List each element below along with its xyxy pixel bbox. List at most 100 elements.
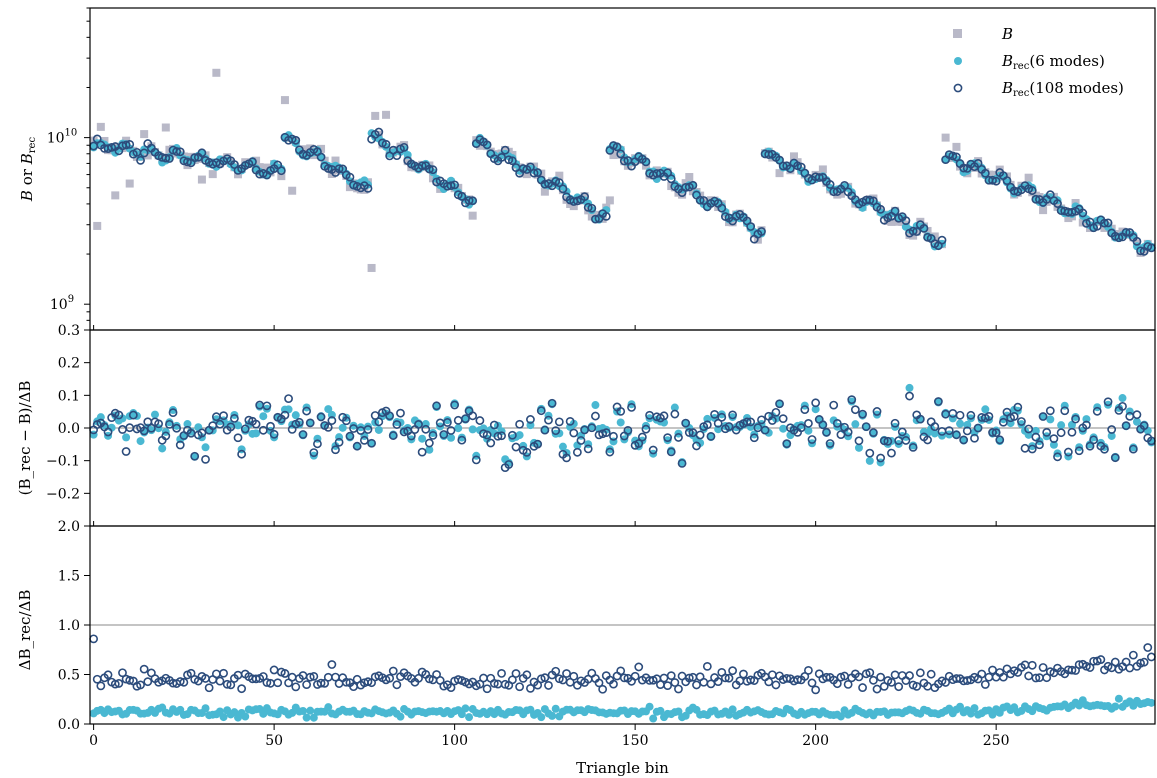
- ratio-rec108-point: [962, 676, 972, 685]
- rec108-point: [190, 153, 200, 163]
- ratio-rec108-markers: [89, 634, 1156, 695]
- rec108-point: [688, 180, 698, 190]
- legend: B Brec(6 modes) Brec(108 modes): [953, 25, 1124, 99]
- residual-rec108-point: [1035, 440, 1044, 450]
- B-point: [400, 141, 409, 150]
- ratio-rec108-point: [479, 673, 488, 683]
- residual-rec108-point: [674, 433, 683, 442]
- residual-rec108-point: [746, 417, 756, 427]
- residual-rec108-point: [258, 425, 268, 435]
- residual-rec108-point: [1013, 402, 1023, 412]
- rec108-point: [197, 148, 207, 158]
- residual-rec108-point: [782, 439, 792, 449]
- residual-rec108-point: [865, 448, 875, 458]
- B-point: [277, 172, 286, 181]
- residual-rec108-point: [522, 447, 532, 457]
- residual-rec108-point: [414, 420, 423, 429]
- residual-rec108-point: [883, 436, 893, 446]
- ratio-rec108-point: [323, 672, 333, 682]
- ratio-rec108-point: [89, 634, 99, 644]
- residual-rec6-point: [443, 416, 452, 425]
- rec108-point: [890, 206, 900, 216]
- residual-rec108-point: [955, 410, 965, 420]
- residual-rec108-point: [641, 424, 651, 434]
- residual-rec108-point: [424, 438, 434, 448]
- ratio-rec6-point: [201, 704, 210, 713]
- residual-rec108-point: [385, 411, 395, 421]
- ratio-rec108-point: [540, 673, 550, 683]
- residual-rec6-point: [201, 443, 210, 452]
- y-tick-label: −0.2: [46, 486, 80, 502]
- ratio-rec108-point: [280, 669, 290, 678]
- B-point: [605, 196, 614, 205]
- residual-rec6-point: [1039, 412, 1048, 421]
- ratio-rec108-point: [619, 673, 629, 683]
- residual-rec108-point: [1118, 401, 1127, 411]
- ratio-rec6-point: [302, 713, 311, 722]
- residual-rec108-point: [1024, 424, 1034, 434]
- ratio-rec108-point: [728, 666, 738, 676]
- ratio-rec108-point: [262, 678, 272, 687]
- residual-rec108-point: [601, 428, 611, 438]
- residual-rec108-point: [915, 414, 925, 424]
- residual-rec6-point: [107, 423, 116, 432]
- rec108-point: [558, 184, 568, 194]
- residual-rec6-point: [811, 405, 820, 414]
- ratio-rec108-point: [869, 675, 878, 685]
- rec108-point: [482, 140, 492, 150]
- residual-rec6-point: [558, 442, 567, 451]
- residual-rec108-point: [1020, 443, 1030, 453]
- y-tick-label: 1010: [47, 128, 78, 147]
- residual-rec108-point: [637, 432, 647, 442]
- B-point: [382, 110, 391, 119]
- ratio-rec108-point: [670, 678, 680, 687]
- residual-rec108-point: [634, 439, 644, 448]
- ratio-rec108-point: [1024, 671, 1034, 681]
- residual-rec108-point: [471, 455, 481, 465]
- rec108-point: [276, 166, 286, 176]
- residual-rec6-point: [291, 411, 300, 420]
- ratio-rec108-point: [739, 669, 748, 679]
- ratio-rec108-point: [562, 669, 571, 678]
- axes-frame-bottom: [89, 525, 1156, 725]
- ratio-rec108-point: [1143, 643, 1153, 652]
- ratio-rec108-point: [594, 678, 604, 688]
- residual-rec108-point: [493, 431, 503, 441]
- rec108-point: [619, 156, 629, 166]
- residual-rec108-point: [677, 458, 687, 468]
- residual-rec108-point: [778, 414, 788, 424]
- rec108-point: [1067, 207, 1077, 217]
- residual-rec6-point: [324, 405, 333, 414]
- residual-rec108-point: [962, 426, 972, 436]
- panel-residual: −0.2 −0.1 0.0 0.1 0.2 0.3 (B_rec − B)/ΔB: [16, 323, 1156, 502]
- ratio-rec108-point: [865, 668, 875, 678]
- residual-rec108-point: [446, 426, 456, 435]
- B-point: [678, 190, 687, 199]
- rec108-point: [778, 161, 788, 171]
- residual-rec6-point: [150, 410, 159, 419]
- x-ticks: 0 50 100 150 200 250: [89, 325, 1010, 749]
- residual-rec108-point: [118, 425, 127, 434]
- residual-rec108-point: [489, 420, 499, 430]
- ratio-rec108-point: [507, 675, 517, 685]
- residual-rec108-point: [540, 425, 550, 435]
- ratio-rec108-point: [984, 672, 994, 682]
- ratio-rec108-point: [674, 684, 683, 694]
- B-point: [1024, 173, 1033, 182]
- ratio-rec6-point: [259, 709, 268, 718]
- residual-rec108-point: [388, 431, 398, 440]
- ratio-rec6-point: [970, 704, 979, 713]
- residual-rec108-point: [114, 410, 124, 420]
- rec108-point: [323, 164, 333, 173]
- residual-rec6-point: [854, 443, 863, 452]
- ratio-rec108-point: [305, 672, 315, 682]
- ratio-rec108-point: [522, 670, 532, 680]
- rec108-point: [175, 147, 185, 157]
- residual-rec6-point: [905, 383, 914, 392]
- ratio-rec108-point: [287, 672, 297, 682]
- ratio-rec108-point: [630, 671, 640, 681]
- ratio-rec108-point: [515, 682, 525, 692]
- rec6-point: [963, 166, 972, 175]
- rec108-point: [912, 227, 922, 236]
